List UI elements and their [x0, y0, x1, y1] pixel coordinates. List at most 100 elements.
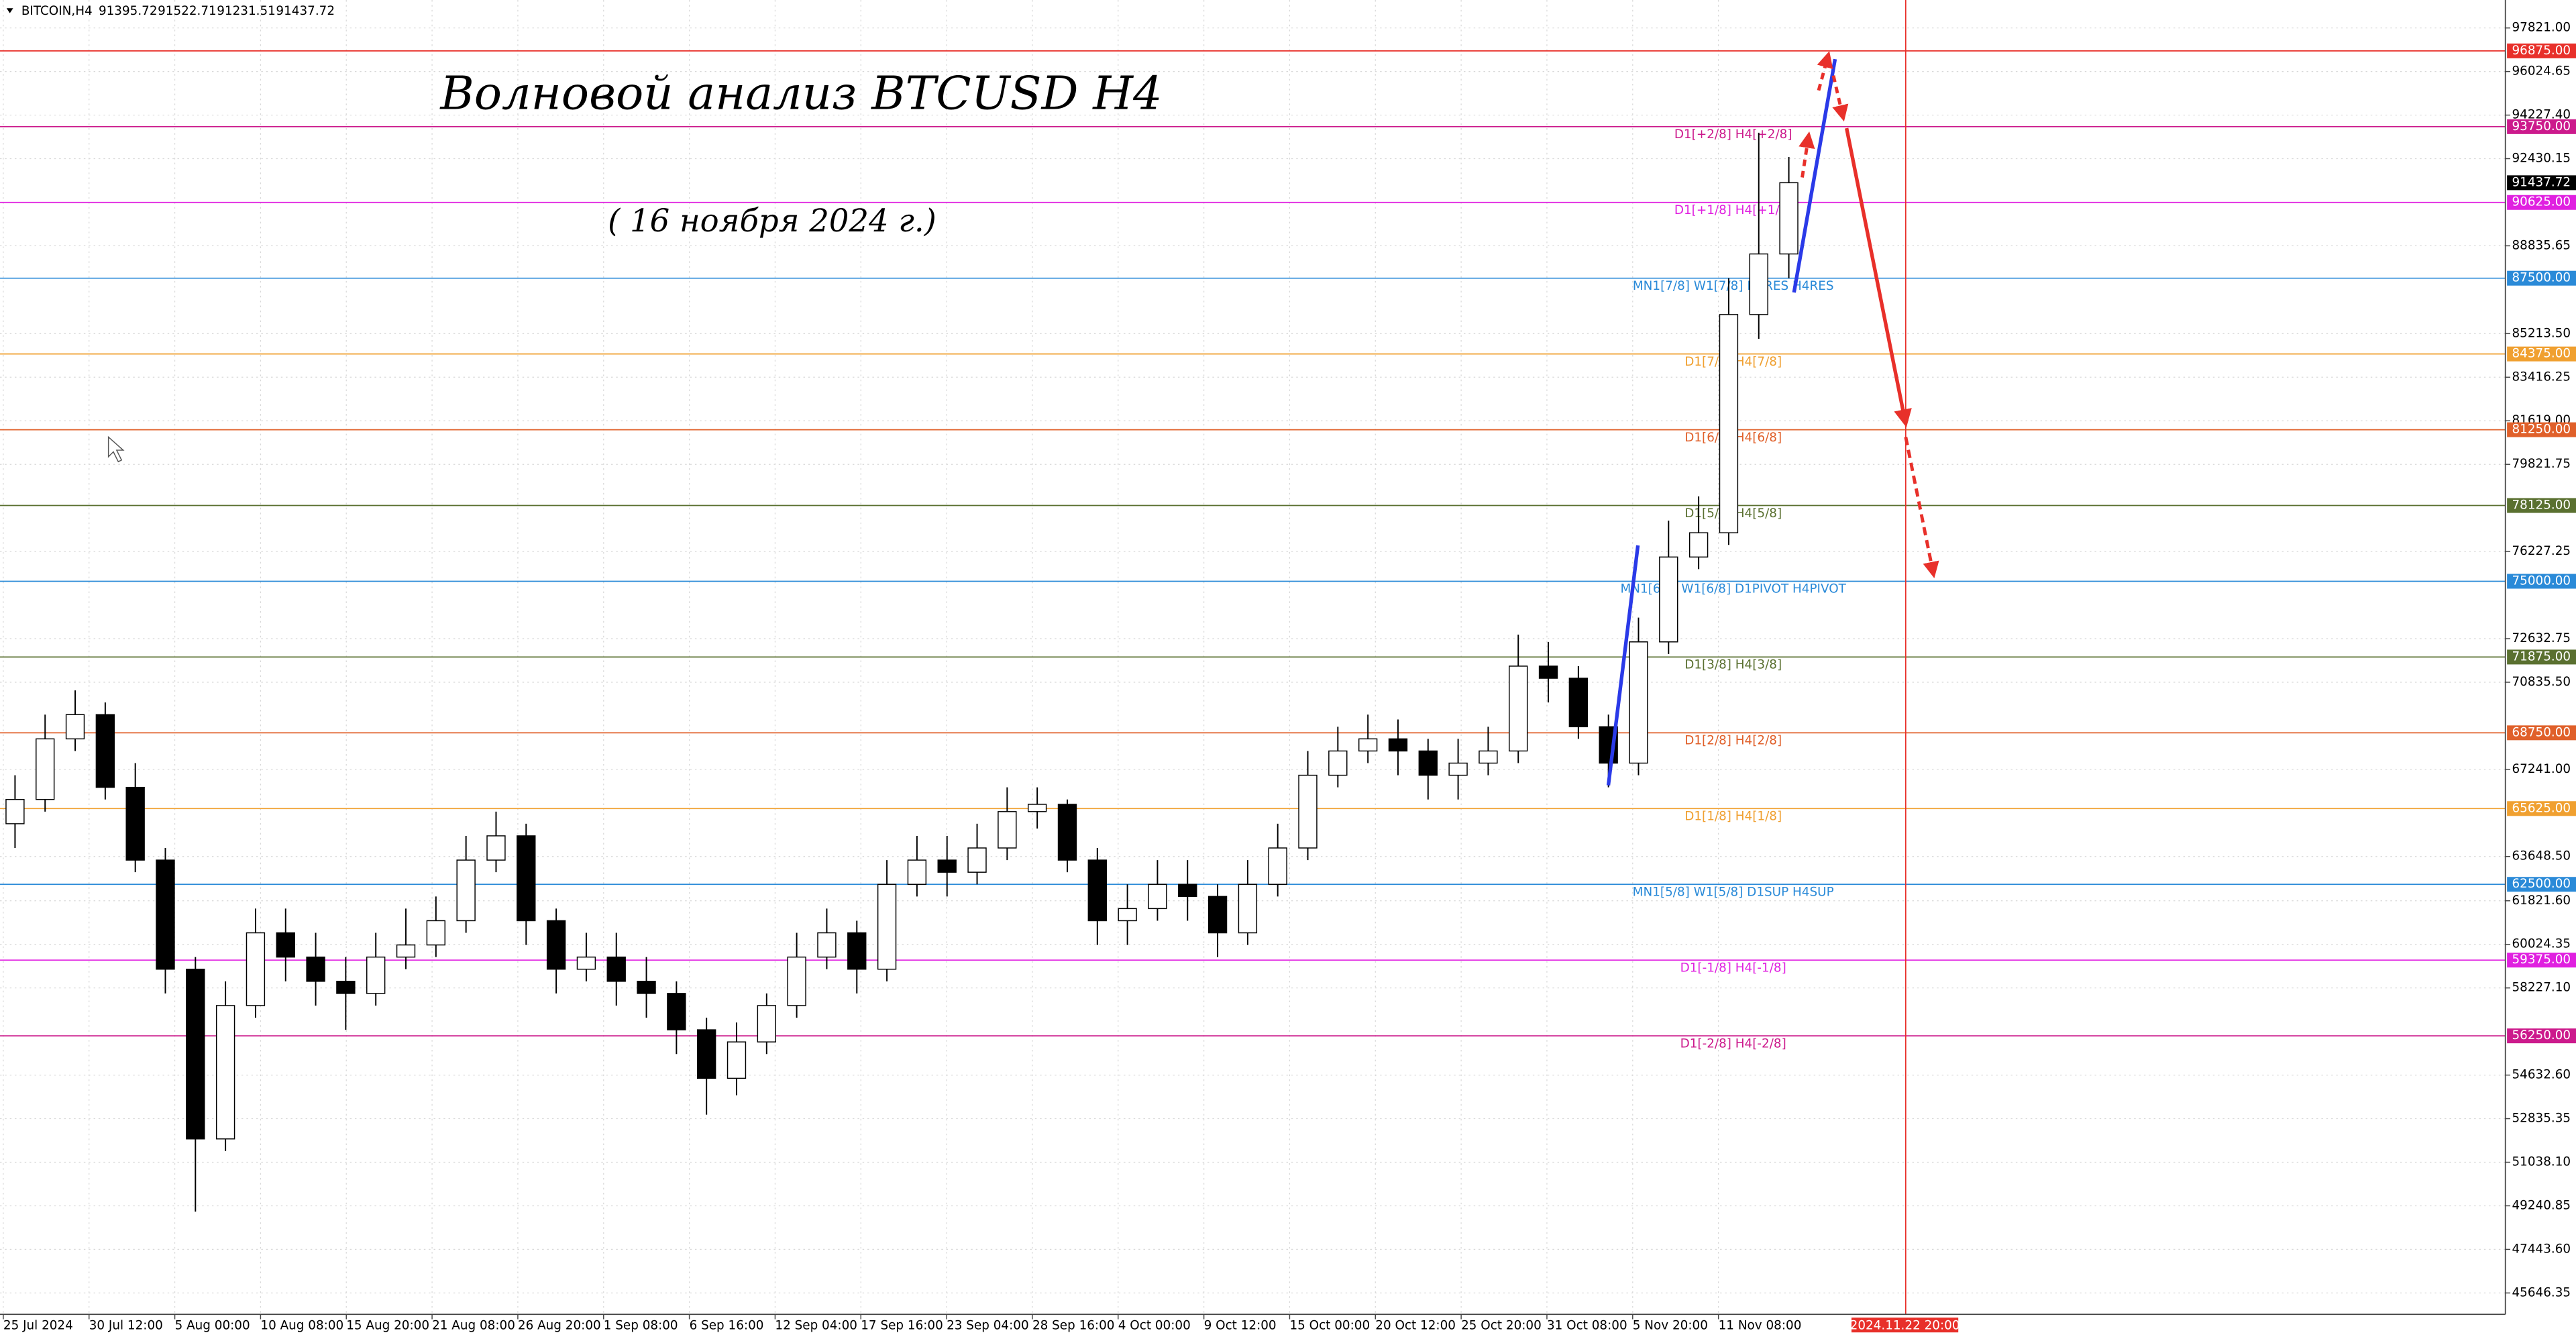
candle-body: [1568, 678, 1589, 728]
x-tick-label: 30 Jul 12:00: [89, 1318, 163, 1332]
candle-body: [1208, 896, 1228, 934]
candle-body: [1148, 883, 1167, 910]
candle-body: [306, 956, 325, 982]
level-price-label: 84375.00: [2512, 347, 2571, 361]
level-text: D1[1/8] H4[1/8]: [1684, 810, 1782, 824]
y-tick-label: 61821.60: [2512, 894, 2571, 908]
candle-body: [426, 920, 446, 946]
ohlc-value: 91437.72: [276, 4, 335, 18]
candle-body: [1118, 908, 1137, 922]
candle-body: [336, 981, 356, 994]
y-tick-label: 54632.60: [2512, 1068, 2571, 1082]
x-tick-label: 10 Aug 08:00: [260, 1318, 343, 1332]
candle-body: [36, 738, 55, 800]
candle-body: [637, 981, 656, 994]
candle-body: [1388, 738, 1408, 752]
level-price-box: [2507, 649, 2576, 665]
wave-line: [1792, 58, 1837, 293]
candle-body: [967, 847, 987, 873]
y-tick-label: 72632.75: [2512, 631, 2571, 645]
candle-body: [517, 835, 536, 922]
candle-body: [1238, 883, 1258, 934]
candle-body: [1057, 804, 1077, 861]
forecast-arrow: [1831, 75, 1849, 122]
x-tick-label: 6 Sep 16:00: [690, 1318, 764, 1332]
level-text: D1[+2/8] H4[+2/8]: [1674, 127, 1792, 142]
y-tick-label: 76227.25: [2512, 544, 2571, 558]
level-price-label: 96875.00: [2512, 44, 2571, 58]
candle-body: [1749, 253, 1768, 315]
time-marker-label: 2024.11.22 20:00: [1850, 1318, 1960, 1332]
candle-body: [1298, 774, 1318, 849]
y-tick-label: 67241.00: [2512, 762, 2571, 776]
current-price-label: 91437.72: [2512, 175, 2571, 189]
candle-body: [65, 714, 85, 740]
level-price-box: [2507, 422, 2576, 437]
level-price-box: [2507, 801, 2576, 816]
candle-body: [1268, 847, 1287, 885]
chart-title: Волновой анализ BTCUSD H4: [439, 67, 1162, 121]
y-tick-label: 70835.50: [2512, 675, 2571, 689]
level-price-label: 56250.00: [2512, 1028, 2571, 1042]
y-tick-label: 47443.60: [2512, 1242, 2571, 1256]
level-price-label: 81250.00: [2512, 423, 2571, 437]
candle-body: [576, 956, 596, 970]
candle-body: [1719, 314, 1739, 533]
x-tick-label: 15 Aug 20:00: [346, 1318, 429, 1332]
level-price-box: [2507, 877, 2576, 892]
level-price-label: 59375.00: [2512, 953, 2571, 967]
candle-body: [546, 920, 566, 970]
y-tick-label: 88835.65: [2512, 238, 2571, 252]
candles: [5, 132, 1799, 1212]
level-text: MN1[6/8] W1[6/8] D1PIVOT H4PIVOT: [1620, 582, 1846, 596]
candle-body: [1418, 750, 1438, 776]
symbol: BITCOIN,H4: [21, 4, 93, 18]
level-price-label: 93750.00: [2512, 119, 2571, 133]
y-tick-label: 58227.10: [2512, 981, 2571, 995]
y-tick-label: 97821.00: [2512, 21, 2571, 35]
candle-body: [877, 883, 897, 970]
level-price-box: [2507, 1028, 2576, 1044]
level-price-label: 62500.00: [2512, 877, 2571, 891]
candle-body: [276, 932, 295, 958]
candle-body: [1178, 883, 1197, 898]
candle-body: [5, 799, 25, 824]
candle-body: [456, 859, 476, 922]
level-text: MN1[5/8] W1[5/8] D1SUP H4SUP: [1633, 885, 1834, 899]
ohlc-value: 91522.71: [158, 4, 217, 18]
level-text: D1[2/8] H4[2/8]: [1684, 734, 1782, 748]
time-marker-box: [1851, 1318, 1959, 1333]
candle-body: [1629, 641, 1648, 764]
candle-body: [1779, 182, 1799, 255]
forecast-arrow: [1904, 436, 1939, 578]
level-price-label: 87500.00: [2512, 271, 2571, 285]
y-tick-label: 83416.25: [2512, 370, 2571, 384]
ohlc-value: 91231.51: [217, 4, 276, 18]
level-price-label: 65625.00: [2512, 801, 2571, 815]
y-tick-label: 85213.50: [2512, 326, 2571, 340]
candle-body: [847, 932, 867, 970]
y-tick-label: 79821.75: [2512, 457, 2571, 471]
mouse-cursor: [107, 435, 125, 463]
level-price-box: [2507, 270, 2576, 286]
wave-line: [1606, 545, 1640, 786]
y-tick-label: 60024.35: [2512, 937, 2571, 951]
x-tick-label: 25 Jul 2024: [3, 1318, 73, 1332]
y-tick-label: 52835.35: [2512, 1112, 2571, 1126]
candle-body: [95, 714, 115, 788]
candle-body: [757, 1005, 776, 1042]
level-price-box: [2507, 725, 2576, 741]
x-tick-label: 1 Sep 08:00: [604, 1318, 678, 1332]
candle-body: [215, 1005, 235, 1140]
x-tick-label: 5 Nov 20:00: [1633, 1318, 1708, 1332]
level-price-label: 78125.00: [2512, 498, 2571, 513]
x-tick-label: 4 Oct 00:00: [1118, 1318, 1191, 1332]
level-price-box: [2507, 119, 2576, 134]
candle-body: [1659, 556, 1678, 643]
candle-body: [998, 811, 1017, 849]
level-price-box: [2507, 953, 2576, 968]
candle-body: [1087, 859, 1107, 922]
level-price-box: [2507, 498, 2576, 513]
